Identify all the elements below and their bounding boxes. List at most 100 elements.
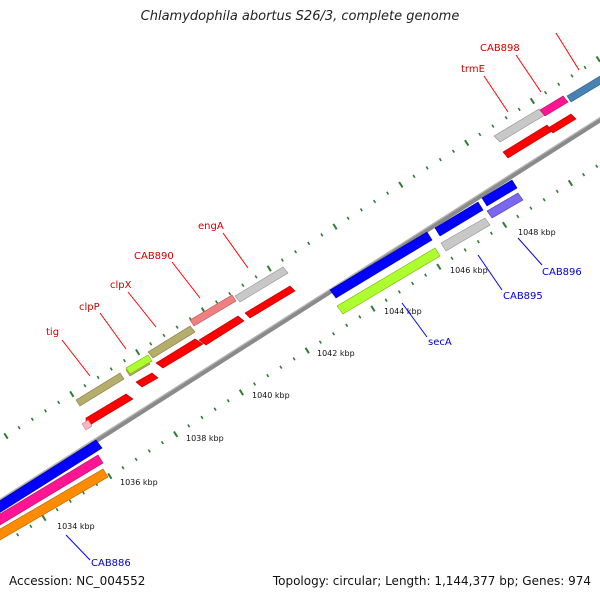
scale-label: 1046 kbp — [450, 266, 488, 275]
scale-tick — [173, 430, 179, 438]
scale-tick — [491, 124, 495, 128]
scale-tick — [318, 340, 322, 344]
accession-text: Accession: NC_004552 — [9, 574, 146, 588]
scale-tick — [107, 472, 113, 480]
scale-tick — [489, 231, 493, 236]
scale-tick — [162, 333, 166, 338]
scale-tick — [279, 365, 283, 370]
scale-tick — [294, 249, 298, 254]
gene-label-CAB899: CAB899 — [517, 22, 557, 33]
scale-tick — [187, 424, 191, 428]
gene-label-clpX: clpX — [110, 280, 132, 291]
scale-tick — [332, 331, 336, 336]
scale-tick — [516, 214, 520, 219]
cds-block-reverse — [329, 231, 433, 299]
scale-tick — [504, 115, 508, 120]
scale-tick — [451, 149, 455, 154]
scale-tick — [424, 273, 428, 277]
scale-tick — [464, 139, 470, 147]
scale-tick — [517, 107, 521, 112]
scale-label: 1034 kbp — [57, 522, 95, 531]
scale-tick — [450, 256, 454, 261]
scale-tick — [542, 197, 546, 202]
scale-tick — [359, 208, 363, 212]
summary-text: Topology: circular; Length: 1,144,377 bp… — [272, 574, 591, 588]
scale-tick — [436, 263, 442, 270]
leader-line — [555, 32, 580, 71]
leader-line — [477, 254, 503, 291]
gene-CAB896 — [486, 192, 524, 219]
gene-segment-pink — [81, 419, 93, 431]
scale-tick — [544, 90, 548, 95]
scale-tick — [411, 281, 415, 286]
scale-tick — [502, 221, 508, 229]
cds-block — [198, 315, 245, 346]
scale-tick — [346, 216, 350, 221]
leader-line — [401, 302, 428, 338]
cds-block-reverse — [434, 201, 484, 237]
scale-tick — [476, 239, 480, 244]
leader-line — [222, 232, 249, 269]
scale-tick — [17, 425, 21, 430]
scale-tick — [134, 457, 138, 462]
scale-tick — [30, 417, 34, 422]
scale-tick — [307, 241, 311, 246]
scale-tick — [595, 55, 600, 63]
scale-tick — [529, 97, 536, 105]
scale-tick — [226, 398, 230, 403]
scale-tick — [135, 348, 141, 356]
scale-tick — [425, 166, 429, 170]
scale-tick — [3, 432, 9, 440]
gene-label-tig: tig — [46, 327, 59, 338]
cds-block — [244, 285, 296, 319]
scale-tick — [200, 415, 204, 420]
scale-tick — [121, 465, 125, 470]
scale-tick — [570, 74, 574, 78]
scale-tick — [463, 248, 467, 252]
scale-labels: 1034 kbp 1036 kbp 1038 kbp 1040 kbp 1042… — [57, 228, 556, 531]
scale-tick — [567, 179, 574, 187]
scale-tick — [397, 290, 401, 294]
cds-block-reverse — [0, 439, 103, 513]
scale-tick — [55, 507, 59, 512]
scale-tick — [398, 181, 404, 188]
scale-tick — [529, 206, 533, 210]
scale-tick — [595, 164, 599, 169]
scale-tick — [386, 191, 390, 195]
gene-engA — [234, 266, 289, 303]
scale-label: 1038 kbp — [186, 434, 224, 443]
gene-label-secA: secA — [428, 337, 452, 348]
leader-line — [65, 534, 91, 561]
scale-tick — [332, 223, 338, 230]
scale-tick — [147, 449, 151, 453]
gene-label-CAB890: CAB890 — [134, 251, 174, 262]
scale-tick — [304, 347, 310, 354]
leader-line — [127, 291, 157, 328]
scale-label: 1044 kbp — [384, 307, 422, 316]
leader-line — [99, 312, 127, 350]
scale-tick — [292, 357, 296, 361]
scale-tick — [215, 300, 219, 304]
scale-tick — [96, 375, 100, 380]
scale-tick — [384, 298, 388, 303]
scale-tick — [320, 233, 324, 237]
scale-tick — [373, 199, 377, 204]
scale-tick — [358, 315, 362, 319]
reverse-strand-features — [0, 179, 524, 541]
gene-label-CAB895: CAB895 — [503, 291, 543, 302]
scale-tick — [266, 373, 270, 378]
scale-tick — [29, 524, 33, 529]
scale-tick — [583, 65, 587, 70]
cds-block — [547, 113, 577, 134]
scale-tick — [280, 258, 284, 262]
gene-label-CAB886: CAB886 — [91, 558, 131, 569]
reverse-gene-labels: CAB886 secA CAB895 CAB896 — [65, 237, 582, 569]
gene-CAB890 — [189, 294, 237, 327]
scale-tick — [69, 390, 75, 398]
gene-clpX — [147, 325, 196, 359]
scale-tick — [109, 367, 113, 371]
cds-block-reverse — [481, 179, 518, 207]
scale-tick — [175, 325, 179, 329]
scale-tick — [238, 389, 244, 396]
